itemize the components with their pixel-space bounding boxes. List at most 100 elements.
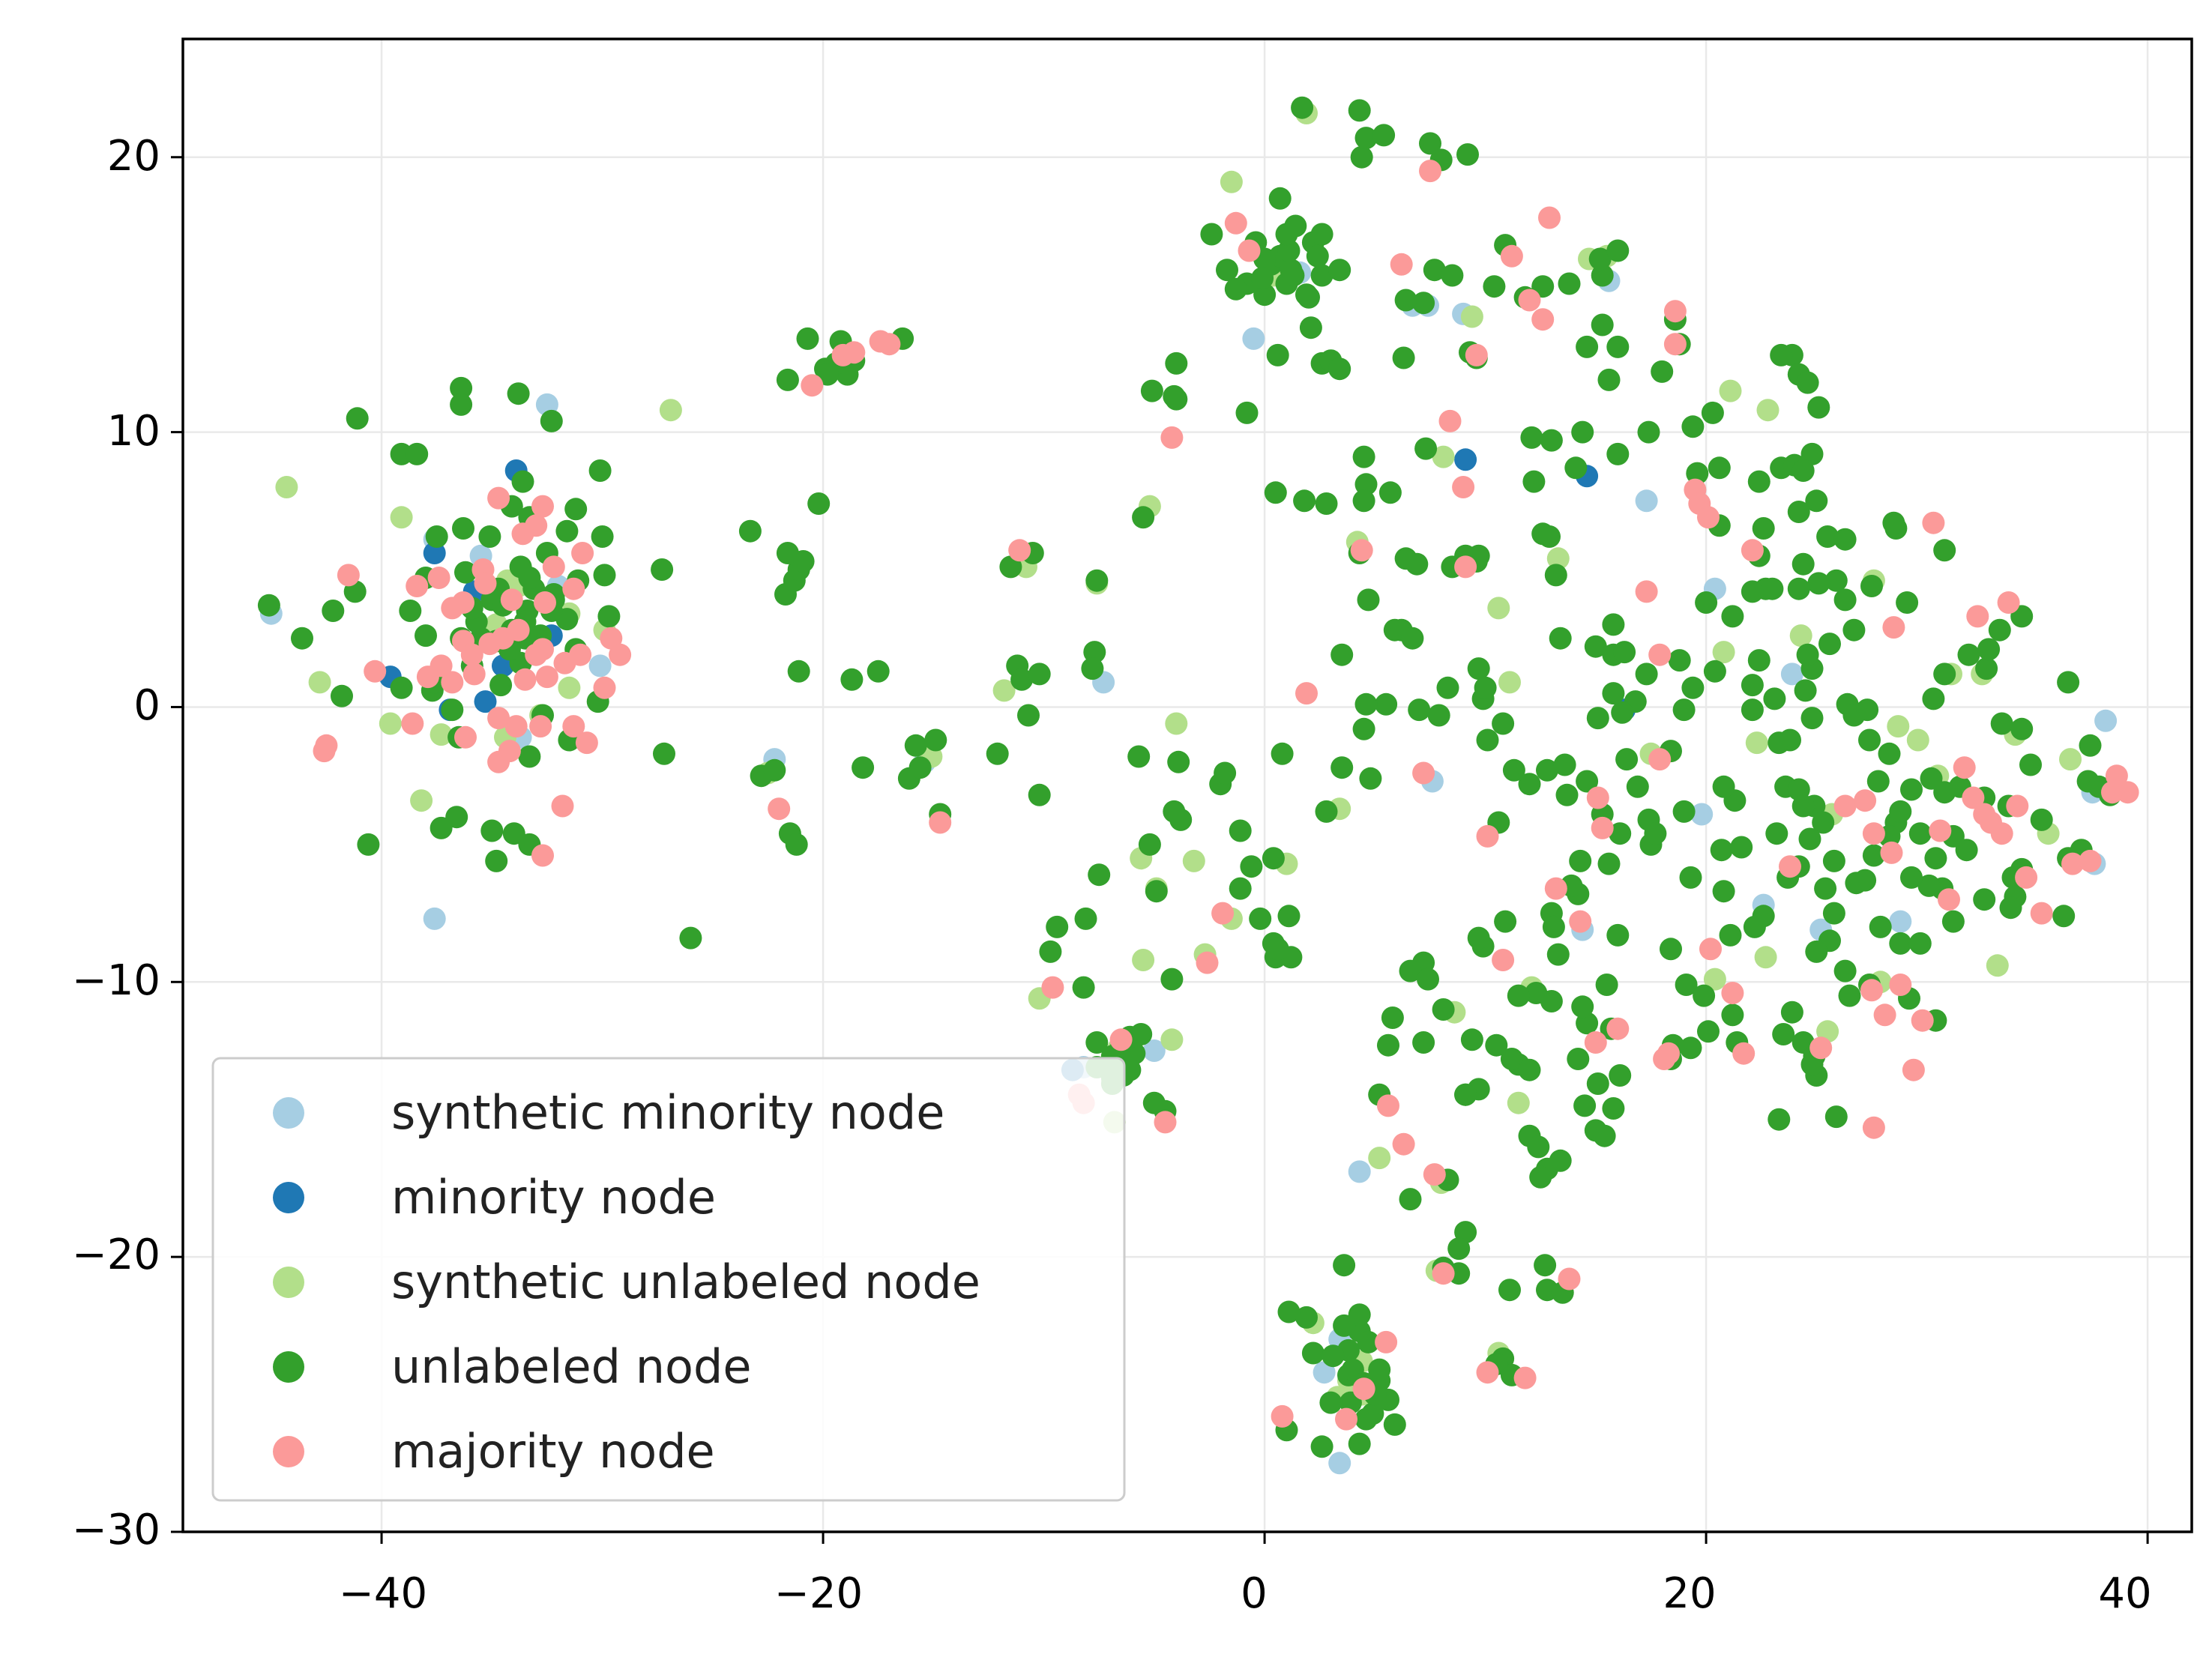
point-s3-334 [1679, 866, 1702, 889]
legend-label-synthetic-unlabeled: synthetic unlabeled node [391, 1255, 980, 1309]
point-s4-54 [1390, 253, 1413, 276]
point-s4-68 [1569, 910, 1592, 933]
legend-marker-majority [273, 1436, 304, 1467]
point-s3-273 [1977, 638, 2001, 661]
point-s2-25 [1719, 379, 1742, 402]
point-s3-398 [1381, 1006, 1404, 1029]
point-s3-20 [399, 600, 422, 622]
point-s3-157 [1291, 96, 1314, 119]
point-s4-131 [1860, 979, 1883, 1002]
point-s3-62 [738, 519, 762, 543]
point-s4-104 [2105, 764, 2128, 788]
point-s3-350 [1569, 849, 1592, 872]
point-s3-328 [1679, 1036, 1702, 1060]
point-s3-115 [1160, 968, 1184, 991]
point-s3-287 [1763, 687, 1786, 710]
point-s3-152 [1328, 259, 1351, 282]
point-s3-471 [1357, 588, 1380, 612]
point-s3-205 [1606, 442, 1630, 465]
point-s2-0 [275, 476, 298, 498]
point-s3-233 [1791, 552, 1815, 576]
point-s3-479 [1791, 794, 1815, 818]
point-s4-52 [1295, 682, 1318, 705]
point-s3-347 [1609, 822, 1632, 845]
point-s3-193 [1522, 470, 1546, 493]
point-s3-468 [1401, 627, 1424, 650]
point-s0-28 [1313, 1361, 1336, 1384]
point-s2-43 [1754, 946, 1777, 969]
point-s3-192 [1520, 426, 1543, 449]
point-s4-48 [1041, 976, 1064, 999]
point-s0-5 [588, 654, 612, 677]
point-s4-20 [542, 555, 565, 579]
legend-marker-minority [273, 1182, 304, 1213]
point-s3-228 [1807, 396, 1830, 419]
point-s3-366 [1498, 1279, 1521, 1302]
point-s4-124 [1721, 982, 1744, 1004]
point-s3-256 [1957, 643, 1980, 666]
point-s2-13 [992, 679, 1016, 702]
point-s3-478 [1765, 822, 1788, 845]
point-s3-209 [1637, 420, 1660, 444]
point-s4-121 [1109, 1028, 1133, 1051]
point-s3-292 [1796, 643, 1819, 666]
point-s3-436 [1492, 712, 1515, 735]
point-s3-277 [1882, 511, 1905, 534]
point-s4-70 [1591, 816, 1614, 839]
point-s4-51 [1238, 239, 1261, 262]
point-s4-30 [569, 643, 592, 666]
point-s3-511 [1028, 783, 1051, 806]
point-s4-100 [2030, 902, 2053, 925]
point-s0-27 [1328, 1452, 1351, 1475]
point-s3-134 [1216, 259, 1238, 282]
point-s3-510 [1085, 569, 1109, 592]
point-s3-200 [1591, 264, 1614, 287]
point-s3-58 [430, 816, 453, 839]
point-s2-21 [1460, 305, 1483, 328]
point-s3-211 [1701, 401, 1724, 424]
point-s3-457 [1467, 657, 1490, 680]
point-s3-474 [1354, 692, 1378, 716]
point-s3-327 [1697, 1020, 1720, 1043]
point-s4-50 [1224, 211, 1247, 235]
point-s3-127 [1262, 847, 1285, 870]
point-s3-312 [1917, 874, 1941, 897]
point-s3-97 [1028, 663, 1051, 686]
point-s3-278 [1860, 575, 1883, 597]
point-s4-108 [1558, 1267, 1581, 1291]
point-s3-313 [1941, 910, 1965, 933]
point-s3-481 [1854, 869, 1877, 892]
point-s3-160 [1299, 316, 1322, 339]
point-s3-161 [1298, 286, 1320, 309]
point-s3-2 [406, 442, 429, 465]
point-s3-234 [1816, 525, 1839, 548]
point-s3-460 [1427, 704, 1450, 727]
point-s3-447 [1613, 641, 1636, 664]
point-s3-289 [1779, 728, 1801, 752]
point-s4-115 [1352, 1377, 1375, 1401]
point-s3-254 [1922, 687, 1945, 710]
point-s2-68 [1160, 1028, 1184, 1051]
point-s3-16 [331, 684, 353, 707]
point-s3-356 [1525, 982, 1548, 1004]
point-s4-38 [768, 797, 791, 821]
point-s3-155 [1354, 127, 1378, 150]
point-s4-83 [1779, 855, 1801, 878]
point-s3-112 [1138, 833, 1161, 856]
point-s3-113 [1127, 745, 1151, 768]
point-s3-39 [441, 698, 464, 722]
point-s3-77 [904, 734, 927, 757]
point-s4-16 [487, 750, 510, 773]
point-s3-29 [564, 498, 588, 521]
point-s3-255 [1933, 663, 1956, 686]
point-s3-318 [1999, 896, 2022, 920]
point-s3-415 [1348, 1432, 1371, 1455]
point-s3-253 [1955, 839, 1978, 862]
point-s3-238 [1842, 618, 1866, 642]
point-s3-11 [597, 605, 621, 628]
point-s3-381 [1571, 995, 1594, 1018]
point-s3-198 [1576, 335, 1599, 358]
point-s3-4 [450, 393, 473, 416]
point-s3-298 [1798, 827, 1821, 851]
point-s3-442 [1576, 770, 1599, 793]
